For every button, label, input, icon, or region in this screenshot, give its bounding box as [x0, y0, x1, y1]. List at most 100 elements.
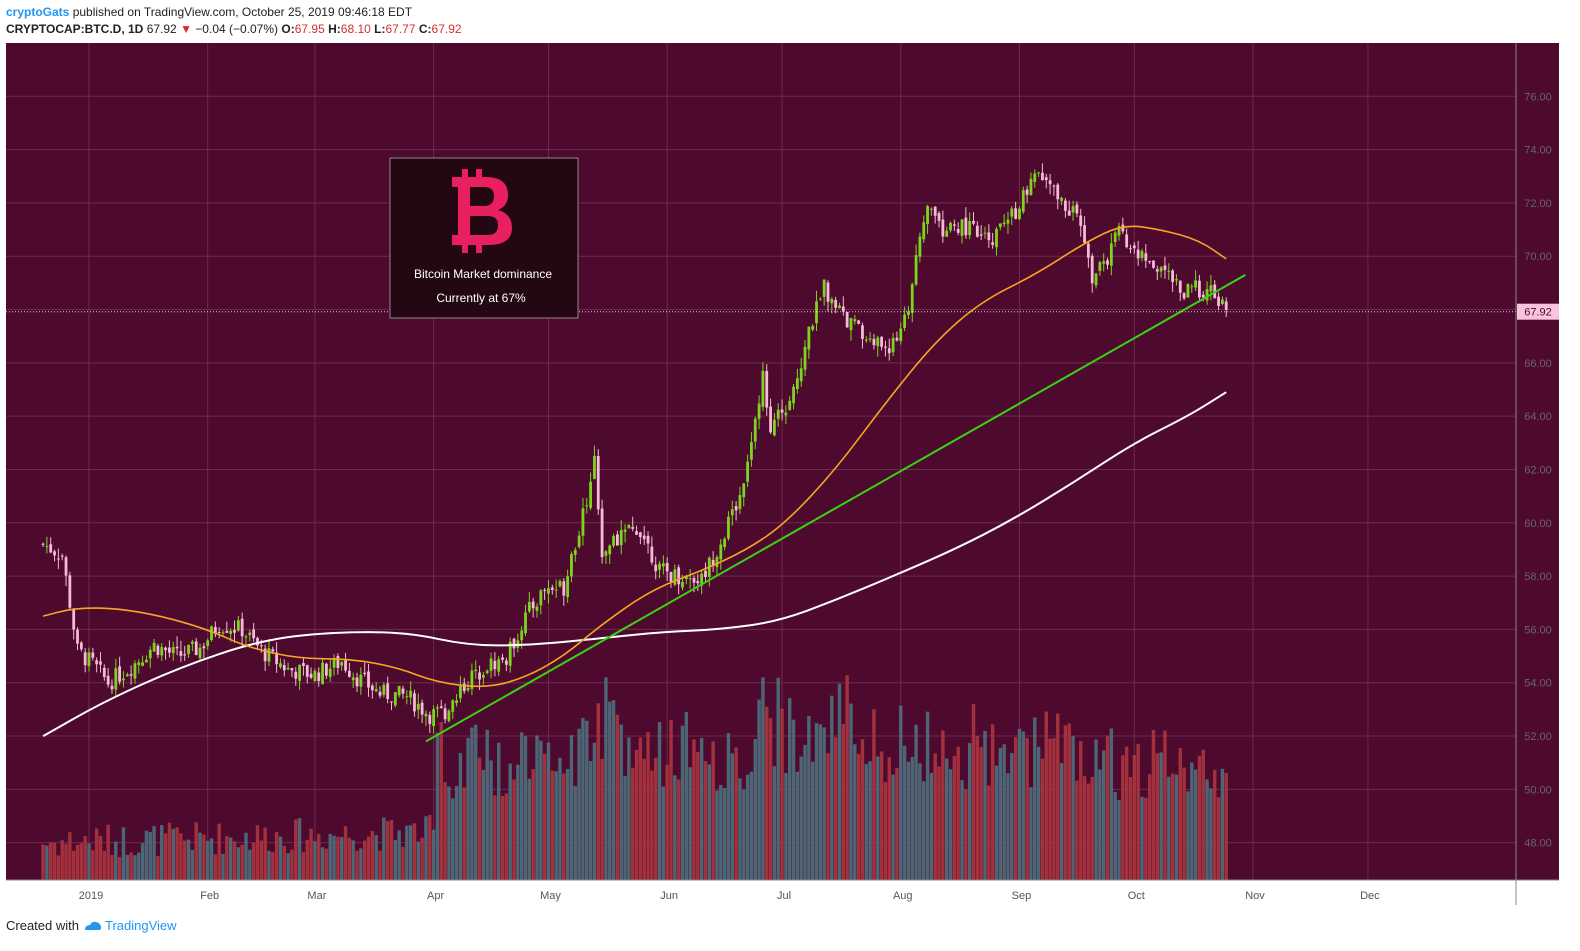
volume-bar — [803, 744, 807, 880]
candle-body — [554, 589, 558, 591]
candle-body — [558, 581, 562, 587]
candle-body — [91, 652, 95, 658]
volume-bar — [125, 854, 129, 880]
author-link[interactable]: cryptoGats — [6, 5, 70, 19]
volume-bar — [374, 835, 378, 880]
volume-bar — [527, 778, 532, 880]
candle-body — [370, 685, 374, 691]
volume-bar — [1128, 777, 1133, 880]
volume-bar — [378, 850, 382, 880]
candle-body — [964, 217, 968, 236]
candle-body — [447, 710, 451, 721]
candle-body — [941, 219, 945, 237]
volume-bar — [1220, 768, 1225, 880]
volume-bar — [822, 727, 826, 880]
candle-body — [1175, 279, 1178, 281]
volume-bar — [1052, 738, 1056, 880]
candle-body — [658, 563, 661, 570]
candle-body — [1033, 173, 1037, 182]
candle-body — [799, 368, 803, 382]
candle-body — [240, 618, 244, 637]
volume-bar — [1090, 776, 1094, 880]
candle-body — [302, 663, 305, 666]
volume-bar — [546, 742, 551, 880]
candle-body — [390, 701, 393, 703]
candle-body — [577, 535, 581, 547]
high-value: 68.10 — [340, 22, 371, 36]
volume-bar — [841, 723, 846, 880]
candle-body — [501, 657, 504, 660]
candle-body — [152, 642, 156, 652]
candle-body — [298, 664, 301, 681]
volume-bar — [359, 848, 363, 880]
price-axis[interactable] — [1516, 43, 1559, 880]
candle-body — [596, 456, 600, 510]
candle-body — [72, 608, 76, 630]
volume-bar — [799, 756, 803, 880]
volume-bar — [198, 832, 202, 880]
volume-bar — [558, 757, 562, 880]
volume-bar — [1213, 769, 1217, 880]
annotation-box[interactable]: Bitcoin Market dominance Currently at 67… — [389, 157, 579, 319]
candle-body — [244, 636, 248, 638]
candle-body — [87, 652, 91, 667]
candle-body — [397, 686, 401, 696]
volume-bar — [592, 742, 597, 880]
candle-body — [746, 461, 749, 482]
volume-bar — [435, 732, 440, 880]
candle-body — [248, 632, 252, 636]
candle-body — [187, 644, 190, 654]
volume-bar — [864, 763, 868, 880]
candle-body — [857, 320, 861, 324]
candle-body — [700, 573, 704, 586]
volume-bar — [891, 774, 895, 880]
candle-body — [1106, 260, 1109, 265]
candle-body — [914, 255, 918, 285]
candle-body — [692, 578, 696, 583]
volume-bar — [983, 730, 987, 880]
volume-bar — [627, 737, 631, 880]
candle-body — [1224, 301, 1228, 310]
candle-body — [213, 626, 217, 634]
candle-body — [1090, 255, 1094, 284]
volume-bar — [696, 751, 700, 880]
candle-body — [413, 693, 416, 712]
candle-body — [792, 386, 795, 404]
volume-bar — [692, 739, 696, 880]
volume-bar — [420, 837, 424, 880]
volume-bar — [1082, 776, 1087, 880]
candle-body — [1102, 261, 1106, 264]
symbol-label: CRYPTOCAP:BTC.D, 1D — [6, 22, 144, 36]
candle-body — [1006, 219, 1010, 224]
volume-bar — [294, 819, 298, 880]
volume-bar — [263, 827, 267, 880]
candle-body — [750, 442, 753, 460]
candle-body — [1086, 243, 1090, 258]
volume-bar — [1056, 713, 1060, 880]
candle-body — [738, 495, 742, 510]
volume-bar — [1098, 769, 1102, 880]
tradingview-logo[interactable]: TradingView — [83, 918, 177, 933]
candle-body — [830, 298, 834, 304]
volume-bar — [140, 843, 145, 880]
down-arrow-icon: ▼ — [180, 22, 192, 36]
volume-bar — [60, 840, 64, 880]
y-tick-label: 64.00 — [1524, 411, 1552, 423]
support-trendline[interactable] — [425, 274, 1246, 743]
y-tick-label: 48.00 — [1524, 838, 1552, 850]
volume-bar — [573, 786, 577, 880]
volume-bar — [722, 787, 727, 880]
volume-bar — [412, 823, 417, 880]
candle-body — [945, 230, 949, 237]
volume-bar — [102, 850, 107, 880]
candle-body — [1209, 285, 1213, 292]
volume-bar — [554, 771, 558, 880]
candle-body — [1109, 243, 1113, 266]
volume-bar — [137, 852, 141, 880]
volume-bar — [523, 735, 528, 880]
candle-body — [654, 564, 658, 572]
chart-plot-area[interactable] — [6, 43, 1516, 880]
volume-bar — [1067, 723, 1071, 880]
candle-body — [573, 549, 577, 555]
